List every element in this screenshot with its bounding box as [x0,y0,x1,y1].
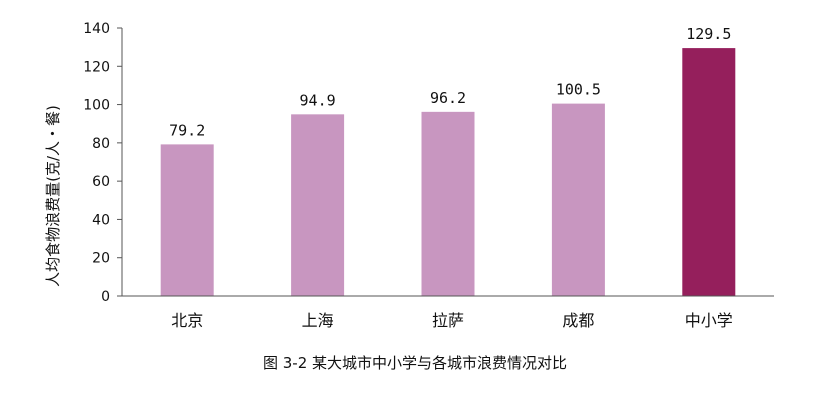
bar-value-label: 96.2 [430,89,466,107]
y-tick-label: 120 [83,59,110,75]
bar-value-label: 129.5 [686,25,731,43]
bar-3 [421,111,475,297]
x-category-label: 成都 [562,311,594,330]
y-tick-label: 60 [92,174,110,190]
x-category-label: 中小学 [685,311,733,330]
y-tick-label: 140 [83,21,110,37]
figure-caption: 图 3-2 某大城市中小学与各城市浪费情况对比 [262,354,568,372]
bar-value-label: 79.2 [169,121,205,139]
x-category-label: 拉萨 [432,311,464,330]
bars: 79.2 94.9 96.2 100.5 129.5 [160,25,736,297]
y-tick-label: 40 [92,212,110,228]
y-tick-label: 80 [92,136,110,152]
y-axis: 0 20 40 60 80 100 120 140 [83,21,123,305]
bar-2 [291,114,345,296]
x-category-label: 上海 [302,311,334,330]
y-tick-label: 0 [101,289,110,305]
bar-5 [682,48,736,296]
x-category-label: 北京 [171,311,203,330]
bar-4 [551,103,605,296]
x-axis: 北京 上海 拉萨 成都 中小学 [122,295,774,330]
bar-1 [160,144,214,296]
bar-value-label: 94.9 [300,91,336,109]
y-tick-label: 100 [83,98,110,114]
y-tick-label: 20 [92,251,110,267]
bar-value-label: 100.5 [556,81,601,99]
y-axis-label: 人均食物浪费量(克/人・餐) [44,105,62,287]
bar-chart: 0 20 40 60 80 100 120 140 79.2 94.9 96.2 100.5 129.… [44,21,774,330]
